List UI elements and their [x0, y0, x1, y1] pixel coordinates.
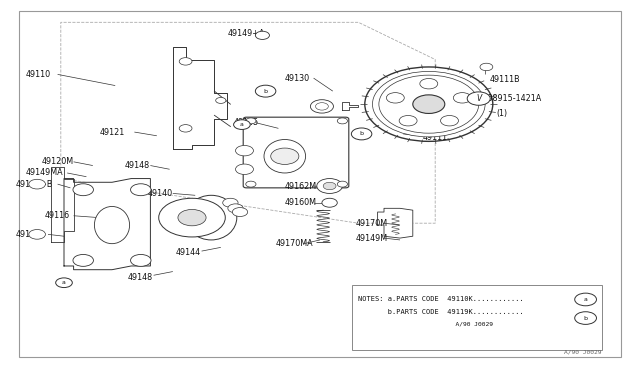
Circle shape — [310, 100, 333, 113]
Text: V: V — [476, 94, 481, 103]
Circle shape — [453, 93, 471, 103]
Circle shape — [575, 293, 596, 306]
Ellipse shape — [186, 195, 237, 240]
FancyBboxPatch shape — [19, 11, 621, 357]
FancyBboxPatch shape — [243, 117, 349, 188]
Circle shape — [131, 254, 151, 266]
Text: 49149MA: 49149MA — [26, 169, 63, 177]
Text: 49116: 49116 — [45, 211, 70, 220]
Polygon shape — [64, 179, 150, 270]
Text: 49160M: 49160M — [285, 198, 317, 207]
Text: 49130: 49130 — [285, 74, 310, 83]
Circle shape — [236, 145, 253, 156]
Circle shape — [216, 97, 226, 103]
Circle shape — [29, 230, 45, 239]
Circle shape — [413, 95, 445, 113]
Circle shape — [236, 164, 253, 174]
Circle shape — [399, 115, 417, 126]
Polygon shape — [173, 46, 227, 149]
Text: a: a — [240, 122, 244, 127]
Text: 49120M: 49120M — [42, 157, 74, 166]
Text: b: b — [584, 315, 588, 321]
Text: A/90 J0029: A/90 J0029 — [358, 322, 493, 327]
Text: 49111B: 49111B — [490, 76, 520, 84]
Text: b: b — [360, 131, 364, 137]
Circle shape — [480, 63, 493, 71]
Circle shape — [232, 208, 248, 217]
Text: b: b — [264, 89, 268, 94]
Text: 49170MA: 49170MA — [275, 239, 313, 248]
Text: a: a — [62, 280, 66, 285]
Circle shape — [29, 179, 45, 189]
Circle shape — [575, 312, 596, 324]
Text: A/90 J0029: A/90 J0029 — [564, 349, 602, 354]
Circle shape — [387, 93, 404, 103]
Circle shape — [73, 184, 93, 196]
Text: 49111: 49111 — [422, 133, 447, 142]
Circle shape — [178, 209, 206, 226]
Circle shape — [316, 103, 328, 110]
Text: V08915-1421A: V08915-1421A — [483, 94, 543, 103]
Circle shape — [440, 115, 458, 126]
Text: 49110: 49110 — [26, 70, 51, 79]
Ellipse shape — [264, 140, 306, 173]
Circle shape — [322, 198, 337, 207]
Circle shape — [420, 78, 438, 89]
Text: NOTES: a.PARTS CODE  49110K............: NOTES: a.PARTS CODE 49110K............ — [358, 296, 524, 302]
Text: 49149: 49149 — [16, 230, 41, 239]
Circle shape — [159, 198, 225, 237]
Circle shape — [351, 128, 372, 140]
Circle shape — [317, 179, 342, 193]
Circle shape — [179, 125, 192, 132]
Text: b.PARTS CODE  49119K............: b.PARTS CODE 49119K............ — [358, 309, 524, 315]
Circle shape — [255, 31, 269, 39]
Text: 49149+A: 49149+A — [227, 29, 264, 38]
Circle shape — [337, 181, 348, 187]
Circle shape — [467, 92, 490, 105]
Circle shape — [73, 254, 93, 266]
Text: (1): (1) — [496, 109, 507, 118]
Text: 49121: 49121 — [99, 128, 124, 137]
Circle shape — [372, 71, 485, 137]
Circle shape — [365, 67, 493, 141]
Circle shape — [228, 204, 243, 213]
Circle shape — [379, 75, 479, 133]
Text: 49145: 49145 — [234, 118, 259, 127]
Text: 49149M: 49149M — [355, 234, 387, 243]
Circle shape — [246, 181, 256, 187]
Circle shape — [255, 85, 276, 97]
Text: 49162M: 49162M — [285, 182, 317, 190]
Text: 49148: 49148 — [125, 161, 150, 170]
Text: a: a — [584, 297, 588, 302]
Polygon shape — [51, 167, 74, 242]
Polygon shape — [378, 208, 413, 238]
Text: 49170M: 49170M — [355, 219, 387, 228]
Text: 49144: 49144 — [176, 248, 201, 257]
Text: 49148: 49148 — [128, 273, 153, 282]
FancyBboxPatch shape — [352, 285, 602, 350]
Circle shape — [246, 118, 256, 124]
Text: 49149+B: 49149+B — [16, 180, 53, 189]
Circle shape — [337, 118, 348, 124]
Circle shape — [234, 120, 250, 129]
Circle shape — [56, 278, 72, 288]
Circle shape — [323, 182, 336, 190]
Polygon shape — [342, 102, 358, 110]
Circle shape — [131, 184, 151, 196]
Circle shape — [223, 198, 238, 207]
Ellipse shape — [95, 206, 129, 244]
Text: 49140: 49140 — [147, 189, 172, 198]
Circle shape — [271, 148, 299, 164]
Circle shape — [179, 58, 192, 65]
